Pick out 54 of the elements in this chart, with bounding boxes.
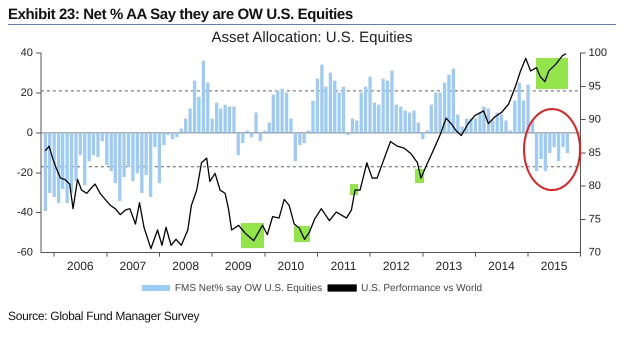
y-tick-label: 20 <box>20 86 33 99</box>
bar <box>254 112 258 133</box>
x-tick-label: 2007 <box>120 259 147 274</box>
y2-tick-label: 70 <box>588 246 601 259</box>
x-tick-label: 2010 <box>278 259 305 274</box>
x-tick-label: 2009 <box>224 259 252 274</box>
bar <box>412 110 416 133</box>
bar <box>566 133 570 154</box>
bar <box>148 133 152 198</box>
bar <box>258 133 262 142</box>
bar <box>96 133 100 158</box>
y2-tick-label: 85 <box>588 146 601 159</box>
legend-label: FMS Net% say OW U.S. Equities <box>174 282 322 294</box>
bar <box>500 114 504 133</box>
x-tick-label: 2013 <box>436 259 463 274</box>
bar <box>368 76 372 133</box>
y2-tick-label: 75 <box>588 213 601 226</box>
legend-label: U.S. Performance vs World <box>361 282 482 294</box>
y-tick-label: 0 <box>26 126 33 139</box>
y-tick-label: -60 <box>16 246 33 259</box>
x-tick-label: 2011 <box>330 259 357 274</box>
bar <box>390 70 394 133</box>
bar <box>421 133 424 140</box>
y2-tick-label: 80 <box>588 180 601 192</box>
chart-title: Exhibit 23: Net % AA Say they are OW U.S. Equities <box>8 6 616 25</box>
bar <box>232 106 236 133</box>
bar <box>158 133 162 184</box>
bar <box>280 88 284 133</box>
source-note: Source: Global Fund Manager Survey <box>8 309 200 323</box>
bar <box>534 133 538 172</box>
bar <box>284 92 288 133</box>
bar <box>320 64 324 133</box>
bar <box>170 133 174 140</box>
bar <box>131 133 135 182</box>
x-tick-label: 2014 <box>488 259 516 274</box>
bar <box>192 80 196 133</box>
y-tick-label: -20 <box>16 166 33 179</box>
x-tick-label: 2015 <box>540 259 568 274</box>
bar <box>328 72 332 133</box>
x-tick-label: 2012 <box>382 259 410 274</box>
bar <box>350 118 354 133</box>
y2-tick-label: 95 <box>588 80 601 92</box>
y-tick-label: -40 <box>16 206 33 219</box>
bar <box>175 133 178 138</box>
x-tick-label: 2008 <box>172 259 200 274</box>
y-tick-label: 40 <box>20 47 33 60</box>
y2-tick-label: 90 <box>588 114 601 126</box>
bar <box>408 112 412 133</box>
chart-subtitle: Asset Allocation: U.S. Equities <box>212 29 412 46</box>
bar <box>228 106 232 133</box>
bar <box>556 133 560 162</box>
x-tick-label: 2006 <box>66 259 94 274</box>
bar <box>342 86 346 133</box>
y2-tick-label: 100 <box>588 47 608 60</box>
